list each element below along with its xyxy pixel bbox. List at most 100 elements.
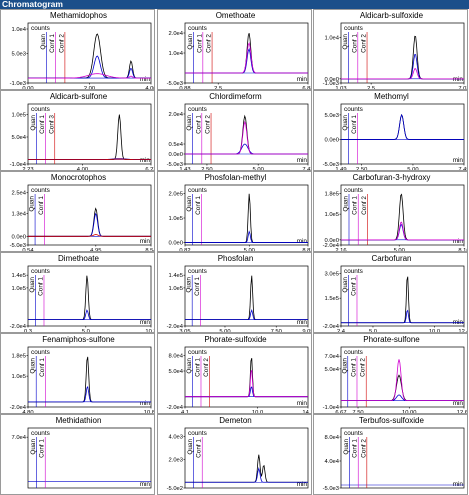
ion-marker-label: Conf 1	[195, 115, 202, 134]
y-tick-label: 1.3e4	[11, 212, 26, 218]
x-tick-label: 10.00	[402, 410, 417, 414]
chromatogram-trace	[341, 359, 464, 402]
x-tick-label: 6.23	[145, 167, 155, 171]
panel-title: Phorate-sulfone	[363, 335, 420, 344]
y-tick-label: -5.0e3	[167, 162, 183, 168]
y-tick-label: 1.5e5	[324, 296, 339, 302]
ion-marker-label: Conf 1	[350, 358, 357, 377]
x-unit-label: min	[453, 76, 464, 83]
plot-frame	[184, 427, 309, 489]
x-tick-label: 5.0	[82, 329, 90, 333]
y-tick-label: 0.0e0	[11, 234, 26, 240]
ion-marker-label: Conf 2	[360, 439, 367, 458]
ion-marker-label: Conf 2	[58, 34, 65, 53]
panel-title: Terbufos-sulfoxide	[359, 416, 424, 425]
plot-frame	[27, 265, 152, 327]
chromatogram-trace	[185, 33, 308, 74]
plot-frame	[27, 427, 152, 489]
chromatogram-header: Chromatogram	[0, 0, 469, 9]
x-unit-label: min	[297, 238, 308, 245]
ion-marker-label: Conf 1	[351, 115, 358, 134]
plot-frame	[27, 346, 152, 408]
chromatogram-panel: Dimethoate 1.4e5 1.0e5 -2.0e4 0.3 5.0 10.3 min c…	[0, 252, 155, 333]
y-tick-label: -1.0e4	[10, 162, 27, 168]
chromatogram-trace	[341, 35, 464, 80]
counts-label: counts	[31, 268, 50, 275]
x-tick-label: 0.3	[24, 329, 32, 333]
panel-title: Aldicarb-sulfone	[50, 92, 108, 101]
ion-marker-label: Quan	[343, 439, 350, 455]
chromatogram-trace	[28, 114, 151, 160]
ion-marker-label: Quan	[186, 358, 193, 374]
y-tick-label: 1.4e5	[11, 273, 26, 279]
y-tick-label: -1.0e3	[10, 81, 26, 87]
plot-frame	[340, 346, 465, 408]
ion-marker-label: Quan	[30, 115, 37, 131]
y-tick-label: -5.0e3	[10, 243, 26, 249]
x-tick-label: 2.50	[201, 167, 212, 171]
x-unit-label: min	[297, 319, 308, 326]
chromatogram-panel: Demeton 4.0e3 2.0e3 -5.0e2 min counts Quan Conf…	[157, 414, 312, 495]
x-unit-label: min	[297, 481, 308, 488]
x-tick-label: 4.80	[22, 410, 33, 414]
y-tick-label: -2.0e4	[167, 405, 184, 411]
chromatogram-panel: Aldicarb-sulfone 1.0e5 5.0e4 -1.0e4 2.23 4.00…	[0, 90, 155, 171]
x-tick-label: 5.00	[244, 248, 255, 252]
chromatogram-panel: Phosfolan 1.4e5 1.0e5 -2.0e4 3.05 5.00 7.50 9.0…	[157, 252, 312, 333]
y-tick-label: 0.0e0	[324, 77, 339, 83]
counts-label: counts	[344, 187, 363, 194]
y-tick-label: 8.0e4	[324, 435, 339, 441]
y-tick-label: 4.0e3	[168, 434, 183, 440]
y-tick-label: -2.0e4	[323, 243, 340, 249]
chromatogram-panel: Phorate-sulfoxide 8.0e4 5.0e4 -2.0e4 4.1 10.0…	[157, 333, 312, 414]
chromatogram-trace	[185, 386, 308, 398]
chromatogram-trace	[185, 467, 308, 483]
ion-marker-label: Conf 1	[350, 277, 357, 296]
x-unit-label: min	[453, 157, 464, 164]
x-tick-label: 9.05	[302, 329, 312, 333]
y-tick-label: 1.8e5	[11, 354, 26, 360]
counts-label: counts	[31, 187, 50, 194]
ion-marker-label: Quan	[187, 439, 194, 455]
chromatogram-trace	[341, 113, 464, 140]
plot-frame	[184, 265, 309, 327]
ion-marker-label: Conf 1	[49, 34, 56, 53]
y-tick-label: 0.0e0	[324, 137, 339, 143]
ion-marker-label: Conf 1	[39, 115, 46, 134]
ion-marker-label: Quan	[29, 277, 36, 293]
counts-label: counts	[188, 25, 207, 32]
ion-marker-label: Conf 2	[206, 34, 213, 53]
counts-label: counts	[344, 25, 363, 32]
ion-marker-label: Conf 2	[361, 34, 368, 53]
ion-marker-label: Quan	[40, 34, 47, 50]
x-tick-label: 8.82	[302, 248, 312, 252]
y-tick-label: 3.0e5	[324, 272, 339, 278]
y-tick-label: 4.0e4	[324, 459, 339, 465]
counts-label: counts	[188, 430, 207, 437]
plot-frame	[184, 103, 309, 165]
plot-frame	[340, 427, 465, 489]
chromatogram-trace	[28, 385, 151, 403]
ion-marker-label: Quan	[186, 277, 193, 293]
chromatogram-trace	[28, 356, 151, 403]
x-tick-label: 10.0	[252, 410, 263, 414]
ion-marker-label: Quan	[186, 196, 193, 212]
y-tick-label: 0.5e4	[168, 142, 183, 148]
chromatogram-panel: Phorate-sulfone 7.0e4 5.0e4 -1.0e4 6.67 7.50 1…	[313, 333, 468, 414]
ion-marker-label: Conf 1	[195, 196, 202, 215]
ion-marker-label: Quan	[341, 358, 348, 374]
ion-marker-label: Quan	[186, 115, 193, 131]
x-tick-label: 5.00	[219, 329, 230, 333]
x-tick-label: 1.43	[179, 167, 190, 171]
x-tick-label: 12.67	[457, 410, 468, 414]
x-unit-label: min	[453, 400, 464, 407]
ion-marker-label: Conf 1	[351, 34, 358, 53]
chromatogram-trace	[341, 276, 464, 324]
x-tick-label: 8.54	[145, 248, 155, 252]
y-tick-label: -2.0e4	[10, 405, 27, 411]
ion-marker-label: Conf 2	[361, 196, 368, 215]
plot-frame	[27, 184, 152, 246]
ion-marker-label: Conf 1	[37, 277, 44, 296]
